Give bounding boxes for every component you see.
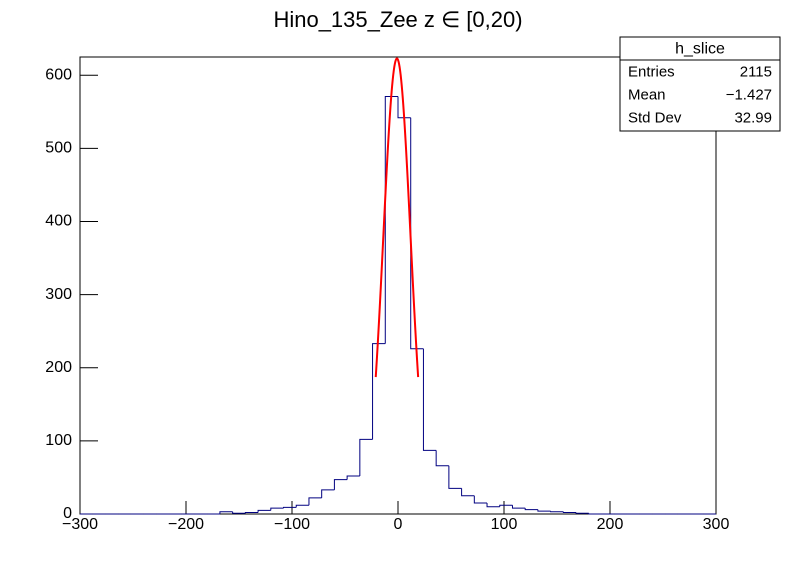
stats-label: Std Dev bbox=[628, 109, 682, 126]
histogram-bin bbox=[219, 511, 233, 514]
y-tick-label: 300 bbox=[45, 286, 72, 303]
x-tick-label: −200 bbox=[168, 516, 204, 533]
x-tick-label: 200 bbox=[597, 516, 624, 533]
fit-curve bbox=[374, 57, 420, 378]
stats-value: −1.427 bbox=[726, 86, 772, 103]
histogram-bin bbox=[244, 512, 259, 514]
histogram-bin bbox=[575, 512, 589, 514]
x-tick-label: 300 bbox=[703, 516, 730, 533]
histogram-bin bbox=[499, 504, 513, 507]
histogram-bin bbox=[486, 503, 500, 508]
histogram-bin bbox=[435, 450, 449, 467]
histogram-bin bbox=[473, 495, 488, 504]
y-tick-label: 500 bbox=[45, 140, 72, 157]
stats-box bbox=[619, 36, 781, 132]
histogram-bin bbox=[308, 497, 322, 506]
x-tick-label: −100 bbox=[274, 516, 310, 533]
histogram-bin bbox=[257, 509, 271, 513]
histogram-bin bbox=[397, 96, 411, 119]
y-tick-label: 100 bbox=[45, 432, 72, 449]
x-tick-label: 0 bbox=[394, 516, 403, 533]
histogram-bin bbox=[346, 475, 360, 480]
histogram-bin bbox=[524, 508, 538, 511]
stats-title: h_slice bbox=[675, 41, 725, 58]
histogram-bin bbox=[537, 509, 551, 512]
histogram-bin bbox=[410, 117, 424, 350]
histogram-bin bbox=[422, 348, 437, 451]
histogram-bin bbox=[448, 465, 462, 489]
stats-label: Mean bbox=[628, 86, 666, 103]
chart-title: Hino_135_Zee z ∈ [0,20) bbox=[273, 7, 522, 32]
histogram-bin bbox=[511, 505, 526, 509]
histogram-bin bbox=[333, 479, 348, 490]
y-tick-label: 0 bbox=[63, 505, 72, 522]
histogram-bin bbox=[384, 95, 398, 344]
histogram-bin bbox=[372, 343, 386, 440]
x-tick-label: 100 bbox=[491, 516, 518, 533]
histogram-bin bbox=[359, 438, 373, 476]
histogram-bin bbox=[321, 489, 335, 498]
histogram-bin bbox=[461, 488, 475, 497]
histogram-bin bbox=[588, 513, 602, 515]
stats-value: 32.99 bbox=[734, 109, 772, 126]
histogram-bin bbox=[550, 511, 564, 513]
histogram-bin bbox=[270, 507, 284, 511]
histogram-bin bbox=[295, 504, 309, 508]
y-tick-label: 600 bbox=[45, 66, 72, 83]
histogram-bin bbox=[562, 511, 577, 514]
y-tick-label: 200 bbox=[45, 359, 72, 376]
y-tick-label: 400 bbox=[45, 213, 72, 230]
histogram-bin bbox=[232, 511, 246, 514]
histogram-bin bbox=[283, 506, 297, 509]
stats-label: Entries bbox=[628, 63, 675, 80]
stats-value: 2115 bbox=[740, 63, 772, 80]
x-tick-label: −300 bbox=[62, 516, 98, 533]
